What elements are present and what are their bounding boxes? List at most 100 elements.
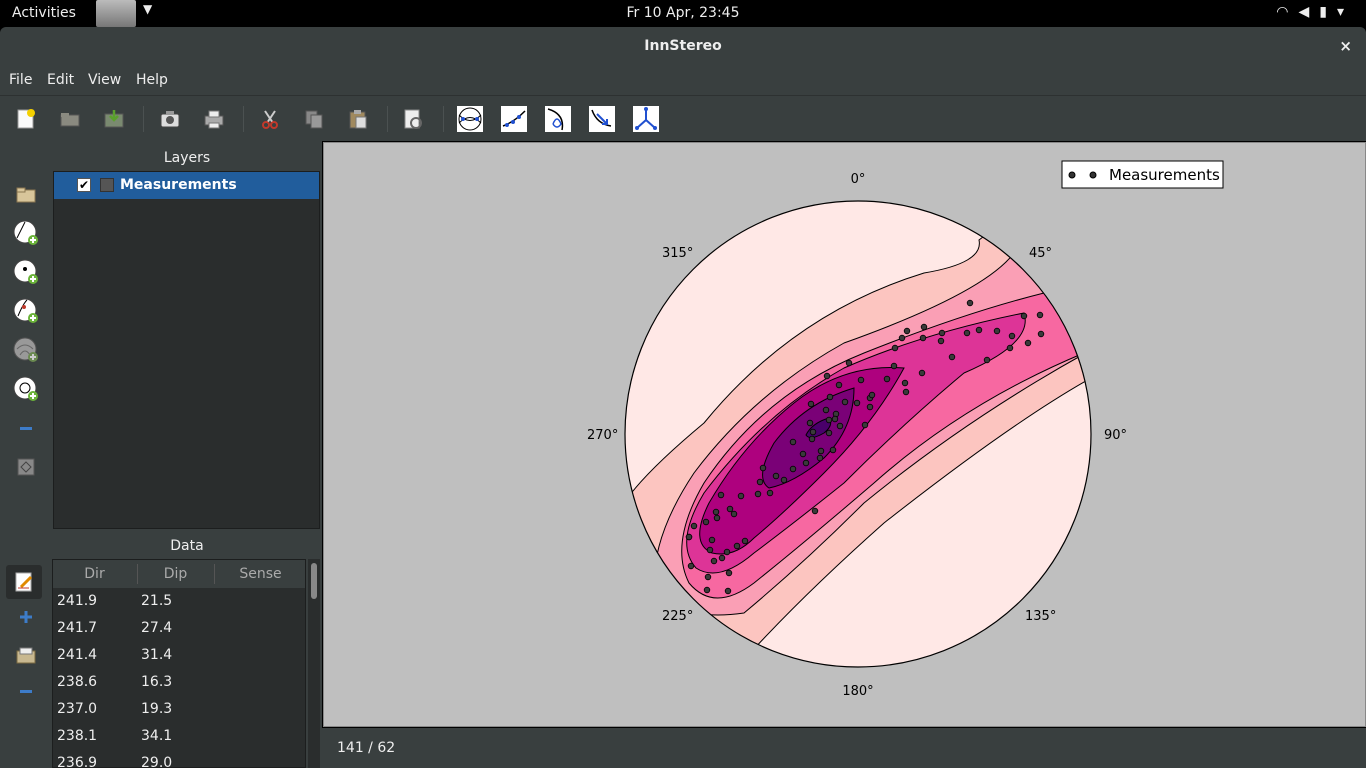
measurement-points — [685, 299, 1045, 595]
measurement-point — [702, 518, 710, 526]
remove-row-button[interactable] — [12, 677, 40, 705]
layer-tree[interactable]: ✔ Measurements — [53, 171, 320, 529]
layer-properties-button[interactable] — [12, 453, 40, 481]
add-eigenvector-layer-button[interactable] — [12, 375, 40, 403]
camera-icon — [160, 111, 180, 128]
measurement-point — [723, 548, 731, 556]
table-row[interactable]: 237.0 19.3 — [53, 696, 305, 723]
battery-icon[interactable]: ▮ — [1319, 4, 1337, 20]
table-row[interactable]: 241.4 31.4 — [53, 642, 305, 669]
column-header-dir[interactable]: Dir — [84, 566, 105, 582]
stereonet-primitive-circle — [624, 200, 1092, 668]
screenshot-button[interactable] — [157, 106, 183, 132]
edit-data-button[interactable] — [6, 565, 42, 599]
measurement-point — [733, 542, 741, 550]
save-button[interactable] — [101, 106, 127, 132]
cell-dip[interactable]: 16.3 — [141, 674, 173, 690]
linear-regression-button[interactable] — [501, 106, 527, 132]
table-row[interactable]: 238.6 16.3 — [53, 669, 305, 696]
import-data-button[interactable] — [12, 641, 40, 669]
cell-dip[interactable]: 31.4 — [141, 647, 173, 663]
cell-dip[interactable]: 29.0 — [141, 755, 173, 768]
table-row[interactable]: 236.9 29.0 — [53, 750, 305, 768]
table-row[interactable]: 238.1 34.1 — [53, 723, 305, 750]
measurement-point — [831, 415, 839, 423]
add-line-layer-button[interactable] — [12, 258, 40, 286]
direction-label-225: 225° — [662, 609, 693, 624]
cell-dir[interactable]: 236.9 — [57, 755, 98, 768]
stereonet-canvas[interactable]: 0° 45° 90° 135° 180° 225° 270° 315° Meas… — [323, 142, 1366, 727]
wifi-icon[interactable]: ◠ — [1276, 4, 1299, 20]
cell-dir[interactable]: 238.6 — [57, 674, 98, 690]
cell-dir[interactable]: 241.4 — [57, 647, 98, 663]
tray-dropdown-icon[interactable]: ▾ — [1336, 4, 1354, 20]
direction-label-315: 315° — [662, 246, 693, 261]
menu-file[interactable]: File — [9, 72, 33, 88]
measurement-point — [759, 464, 767, 472]
table-row[interactable]: 241.7 27.4 — [53, 615, 305, 642]
add-layer-folder-button[interactable] — [12, 180, 40, 208]
measurement-point — [948, 353, 956, 361]
best-fit-plane-button[interactable] — [545, 106, 571, 132]
scrollbar-thumb[interactable] — [311, 563, 317, 599]
plane-intersection-button[interactable] — [457, 106, 483, 132]
add-faultplane-layer-button[interactable] — [12, 297, 40, 325]
legend-marker — [1089, 171, 1097, 179]
toolbar — [0, 95, 1366, 141]
measurement-point — [857, 376, 865, 384]
add-smallcircle-layer-button[interactable] — [12, 336, 40, 364]
column-header-dip[interactable]: Dip — [163, 566, 188, 582]
add-plane-layer-button[interactable] — [12, 219, 40, 247]
layer-label: Measurements — [120, 177, 237, 193]
activities-button[interactable]: Activities — [12, 5, 76, 21]
cell-dir[interactable]: 241.7 — [57, 620, 98, 636]
direction-label-45: 45° — [1029, 246, 1052, 261]
system-tray[interactable]: ◠◀▮▾ — [1276, 4, 1354, 20]
layer-visibility-checkbox[interactable]: ✔ — [77, 178, 91, 192]
menu-view[interactable]: View — [88, 72, 122, 88]
menu-help[interactable]: Help — [136, 72, 168, 88]
close-window-button[interactable]: × — [1339, 37, 1352, 55]
data-table[interactable]: Dir Dip Sense 241.9 21.5 241.7 27.4 241.4 3… — [52, 559, 306, 768]
cut-button[interactable] — [257, 106, 283, 132]
cell-dip[interactable]: 34.1 — [141, 728, 173, 744]
plot-legend: Measurements — [1061, 160, 1224, 189]
measurement-point — [1036, 311, 1044, 319]
measurement-point — [898, 334, 906, 342]
layer-row-measurements[interactable]: ✔ Measurements — [54, 172, 319, 199]
measurement-point — [809, 428, 817, 436]
cell-dir[interactable]: 238.1 — [57, 728, 98, 744]
cell-dip[interactable]: 27.4 — [141, 620, 173, 636]
app-menu-dropdown-icon[interactable]: ▼ — [143, 2, 153, 16]
open-button[interactable] — [57, 106, 83, 132]
save-icon — [104, 110, 124, 128]
column-header-sense[interactable]: Sense — [239, 566, 282, 582]
app-menu-thumbnail[interactable] — [96, 0, 136, 27]
data-scrollbar[interactable] — [308, 559, 320, 768]
layer-color-swatch[interactable] — [100, 178, 114, 192]
remove-layer-button[interactable] — [12, 414, 40, 442]
copy-button[interactable] — [301, 106, 327, 132]
cell-dir[interactable]: 241.9 — [57, 593, 98, 609]
paste-button[interactable] — [345, 106, 371, 132]
stereonet-svg[interactable]: 0° 45° 90° 135° 180° 225° 270° 315° Meas… — [324, 143, 1365, 726]
add-row-button[interactable] — [12, 603, 40, 631]
new-file-button[interactable] — [13, 106, 39, 132]
volume-icon[interactable]: ◀ — [1298, 4, 1320, 20]
cell-dip[interactable]: 19.3 — [141, 701, 173, 717]
settings-button[interactable] — [400, 106, 426, 132]
rotate-button[interactable] — [589, 106, 615, 132]
add-eigenvector-icon — [13, 376, 38, 401]
cell-dip[interactable]: 21.5 — [141, 593, 173, 609]
print-button[interactable] — [201, 106, 227, 132]
clock[interactable]: Fr 10 Apr, 23:45 — [626, 5, 740, 21]
measurement-point — [845, 359, 853, 367]
menu-edit[interactable]: Edit — [47, 72, 75, 88]
measurement-point — [920, 323, 928, 331]
direction-label-270: 270° — [587, 428, 618, 443]
layers-header: Layers — [163, 150, 211, 166]
table-row[interactable]: 241.9 21.5 — [53, 588, 305, 615]
contour-level-6 — [762, 387, 855, 489]
cell-dir[interactable]: 237.0 — [57, 701, 98, 717]
eigenvector-button[interactable] — [633, 106, 659, 132]
